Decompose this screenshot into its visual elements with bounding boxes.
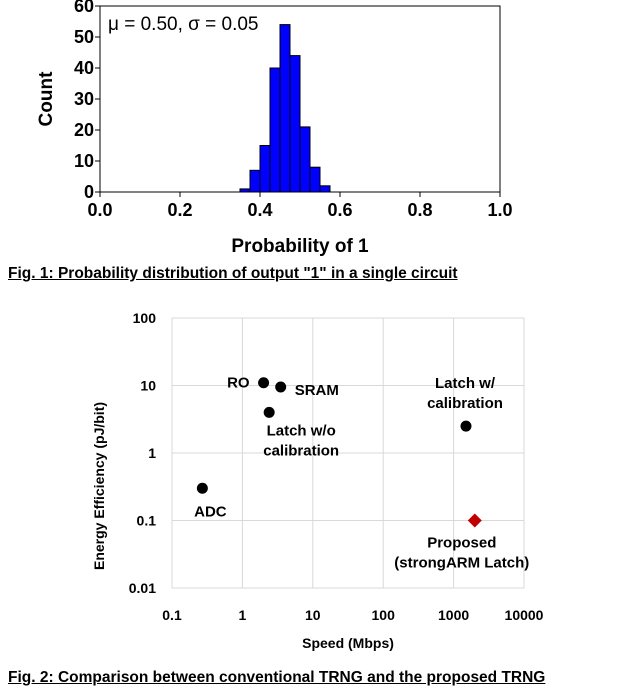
histogram-x-tick-label: 0.6 bbox=[327, 200, 352, 220]
scatter-x-axis-label: Speed (Mbps) bbox=[302, 635, 394, 651]
scatter-point bbox=[275, 381, 287, 393]
scatter-x-tick-label: 1 bbox=[239, 607, 247, 623]
scatter-plot-frame bbox=[171, 317, 525, 589]
histogram-y-tick-label: 50 bbox=[74, 27, 94, 47]
scatter-x-tick-label: 0.1 bbox=[162, 607, 182, 623]
histogram-x-tick-label: 1.0 bbox=[487, 200, 512, 220]
histogram-plot-frame bbox=[99, 5, 501, 193]
figure-2-caption: Fig. 2: Comparison between conventional … bbox=[8, 669, 546, 686]
scatter-y-tick-label: 0.01 bbox=[129, 580, 156, 596]
histogram-y-ticks: 0 10 20 30 40 50 60 bbox=[74, 0, 100, 202]
scatter-point-label: ADC bbox=[194, 503, 227, 520]
scatter-x-ticks: 0.1 1 10 100 1000 10000 bbox=[162, 607, 543, 623]
histogram-x-tick-label: 0.8 bbox=[407, 200, 432, 220]
histogram-bar bbox=[249, 169, 261, 193]
scatter-x-tick-label: 10 bbox=[305, 607, 321, 623]
scatter-y-tick-label: 10 bbox=[140, 378, 156, 394]
scatter-x-tick-label: 1000 bbox=[438, 607, 469, 623]
scatter-point-label: calibration bbox=[427, 395, 503, 412]
histogram-bar bbox=[299, 126, 311, 193]
histogram-bars bbox=[239, 24, 331, 193]
histogram-bar bbox=[269, 67, 281, 193]
scatter-point-label: (strongARM Latch) bbox=[394, 555, 529, 572]
histogram-y-axis-label: Count bbox=[36, 71, 57, 127]
scatter-y-tick-label: 0.1 bbox=[137, 513, 157, 529]
histogram-x-ticks: 0.0 0.2 0.4 0.6 0.8 1.0 bbox=[87, 192, 513, 220]
histogram-y-tick-label: 60 bbox=[74, 0, 94, 16]
scatter-point bbox=[460, 420, 472, 432]
histogram-y-tick-label: 0 bbox=[84, 182, 94, 202]
scatter-point-label: Latch w/o bbox=[267, 422, 336, 439]
scatter-y-ticks: 0.01 0.1 1 10 100 bbox=[129, 310, 156, 596]
histogram-x-tick-label: 0.4 bbox=[247, 200, 272, 220]
histogram-bar bbox=[279, 24, 291, 193]
histogram-x-tick-label: 0.0 bbox=[87, 200, 112, 220]
histogram-y-tick-label: 30 bbox=[74, 89, 94, 109]
histogram-y-tick-label: 40 bbox=[74, 58, 94, 78]
scatter-y-tick-label: 100 bbox=[133, 310, 157, 326]
scatter-points: RO SRAM Latch w/o calibration ADC Latch w/cal… bbox=[194, 375, 529, 572]
scatter-point-label: Latch w/ bbox=[435, 375, 496, 392]
histogram-bar bbox=[289, 55, 301, 193]
histogram-chart: 0 10 20 30 40 50 60 0.0 0.2 0.4 0.6 0.8 1.0 μ = 0.5… bbox=[36, 0, 513, 257]
scatter-point bbox=[196, 482, 208, 494]
scatter-point-diamond bbox=[467, 513, 482, 528]
histogram-x-tick-label: 0.2 bbox=[167, 200, 192, 220]
histogram-x-axis-label: Probability of 1 bbox=[231, 236, 369, 257]
scatter-chart: 0.01 0.1 1 10 100 0.1 1 10 100 1000 10000 RO SRAM L… bbox=[91, 310, 544, 651]
scatter-x-tick-label: 100 bbox=[372, 607, 396, 623]
histogram-bar bbox=[259, 145, 271, 193]
scatter-point bbox=[263, 406, 275, 418]
scatter-point-label: SRAM bbox=[295, 382, 339, 399]
histogram-bar bbox=[309, 166, 321, 193]
histogram-bar bbox=[319, 185, 331, 193]
histogram-y-tick-label: 20 bbox=[74, 120, 94, 140]
scatter-point-label: RO bbox=[227, 375, 250, 392]
scatter-point bbox=[258, 377, 270, 389]
histogram-y-tick-label: 10 bbox=[74, 151, 94, 171]
histogram-annotation: μ = 0.50, σ = 0.05 bbox=[108, 14, 259, 35]
scatter-point-label: Proposed bbox=[427, 535, 496, 552]
figure-1-caption: Fig. 1: Probability distribution of outp… bbox=[8, 265, 458, 282]
scatter-y-tick-label: 1 bbox=[148, 445, 156, 461]
scatter-point-label: calibration bbox=[263, 442, 339, 459]
scatter-y-axis-label: Energy Efficiency (pJ/bit) bbox=[91, 402, 107, 570]
scatter-x-tick-label: 10000 bbox=[505, 607, 544, 623]
